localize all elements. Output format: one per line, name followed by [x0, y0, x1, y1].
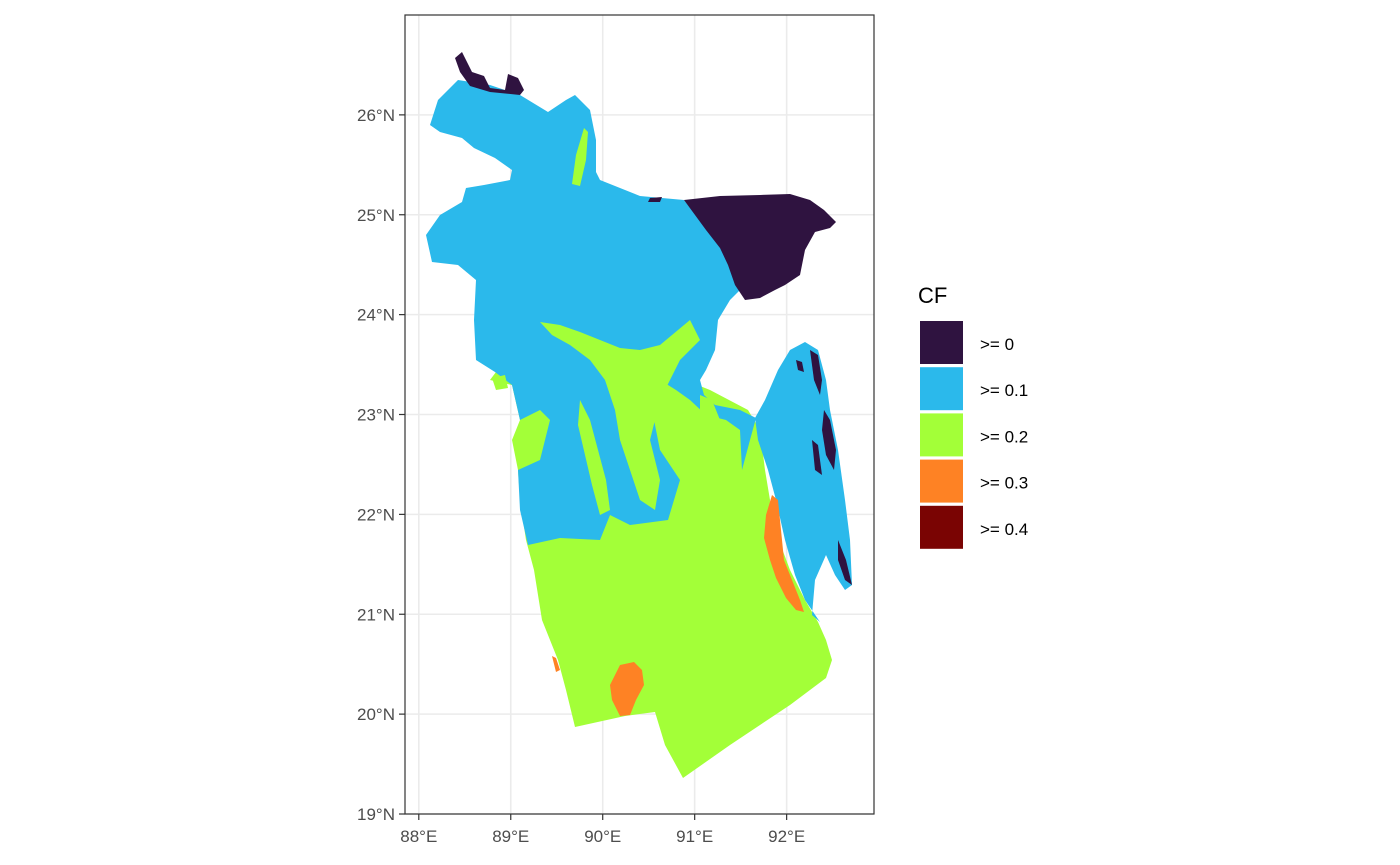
- x-tick-label-0: 88°E: [400, 827, 437, 846]
- y-tick-label-3: 22°N: [357, 505, 395, 524]
- x-tick-label-2: 90°E: [584, 827, 621, 846]
- region-cf-0-east-sliver-5: [796, 360, 804, 372]
- region-cf-0.3-south: [610, 662, 644, 716]
- region-cf-0.2-channel-west: [578, 400, 610, 515]
- legend-swatch-0: [920, 321, 963, 364]
- legend-label-1: >= 0.1: [980, 381, 1028, 400]
- legend-label-2: >= 0.2: [980, 427, 1028, 446]
- legend-swatch-1: [920, 367, 963, 411]
- region-cf-0.1-north: [426, 80, 756, 545]
- legend-swatch-3: [920, 459, 963, 503]
- x-tick-label-1: 89°E: [492, 827, 529, 846]
- region-cf-0-east-sliver-3: [812, 440, 822, 475]
- map-regions: [426, 52, 852, 778]
- region-cf-0-east-sliver-2: [822, 410, 836, 470]
- x-axis: 88°E 89°E 90°E 91°E 92°E: [400, 814, 805, 846]
- legend-label-0: >= 0: [980, 335, 1014, 354]
- region-cf-0.3-southwest: [552, 656, 560, 672]
- y-tick-label-7: 26°N: [357, 106, 395, 125]
- region-cf-0-small-north: [648, 197, 662, 202]
- y-tick-label-1: 20°N: [357, 705, 395, 724]
- region-cf-0.1-east: [755, 342, 852, 622]
- y-axis: 19°N 20°N 21°N 22°N 23°N 24°N 25°N 26°N: [357, 106, 405, 824]
- legend-entries: >= 0 >= 0.1 >= 0.2 >= 0.3 >= 0.4: [920, 321, 1028, 549]
- region-cf-0.2-west-patch: [492, 375, 508, 390]
- legend-swatch-4: [920, 505, 963, 549]
- legend-label-3: >= 0.3: [980, 474, 1028, 493]
- region-cf-0.2-delta: [540, 320, 700, 510]
- y-tick-label-0: 19°N: [357, 805, 395, 824]
- legend: CF >= 0 >= 0.1 >= 0.2 >= 0.3 >= 0.4: [918, 283, 1028, 549]
- y-tick-label-2: 21°N: [357, 605, 395, 624]
- y-tick-label-4: 23°N: [357, 406, 395, 425]
- region-cf-0-north-tip: [455, 52, 524, 95]
- region-cf-0.2-channel-east: [700, 395, 720, 430]
- region-cf-0-east-sliver-1: [810, 350, 822, 395]
- y-tick-label-6: 25°N: [357, 206, 395, 225]
- legend-label-4: >= 0.4: [980, 520, 1028, 539]
- y-tick-label-5: 24°N: [357, 306, 395, 325]
- legend-swatch-2: [920, 413, 963, 457]
- region-cf-0-east-sliver-4: [838, 540, 852, 585]
- x-tick-label-3: 91°E: [676, 827, 713, 846]
- x-tick-label-4: 92°E: [768, 827, 805, 846]
- region-cf-0.3-east: [764, 495, 804, 612]
- region-cf-0.2-strip-north: [572, 128, 588, 186]
- legend-title: CF: [918, 283, 947, 308]
- region-cf-0-northeast: [684, 194, 836, 300]
